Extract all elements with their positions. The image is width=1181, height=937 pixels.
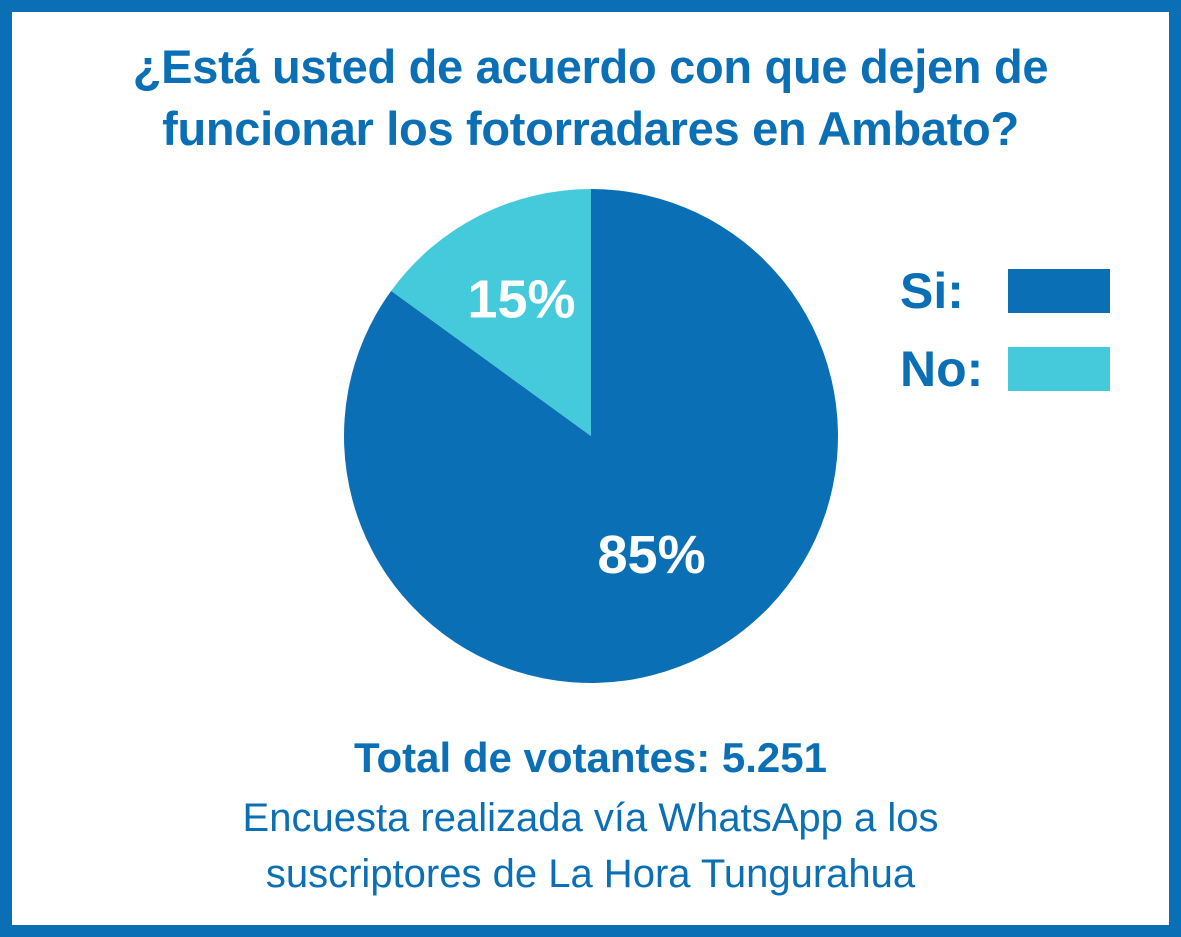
chart-title-line-1: ¿Está usted de acuerdo con que dejen de bbox=[132, 40, 1049, 93]
pie-data-label-no: 15% bbox=[467, 270, 575, 330]
survey-note: Encuesta realizada vía WhatsApp a los su… bbox=[0, 790, 1181, 902]
legend-item-no: No: bbox=[900, 340, 1110, 398]
legend-swatch-si bbox=[1008, 269, 1110, 313]
survey-note-line-1: Encuesta realizada vía WhatsApp a los bbox=[242, 796, 939, 840]
legend-label-si: Si: bbox=[900, 263, 964, 319]
legend-swatch-no bbox=[1008, 347, 1110, 391]
pie-data-label-si: 85% bbox=[598, 525, 706, 585]
chart-title-line-2: funcionar los fotorradares en Ambato? bbox=[162, 102, 1019, 155]
legend-label-no: No: bbox=[900, 341, 984, 397]
chart-title: ¿Está usted de acuerdo con que dejen de … bbox=[0, 36, 1181, 160]
total-voters: Total de votantes: 5.251 bbox=[353, 734, 828, 781]
pie-data-labels: 85% 15% bbox=[467, 270, 705, 585]
survey-note-line-2: suscriptores de La Hora Tungurahua bbox=[265, 852, 916, 896]
pie-slice-no bbox=[391, 189, 591, 436]
pie-slices bbox=[344, 189, 838, 683]
legend-item-si: Si: bbox=[900, 262, 1110, 320]
